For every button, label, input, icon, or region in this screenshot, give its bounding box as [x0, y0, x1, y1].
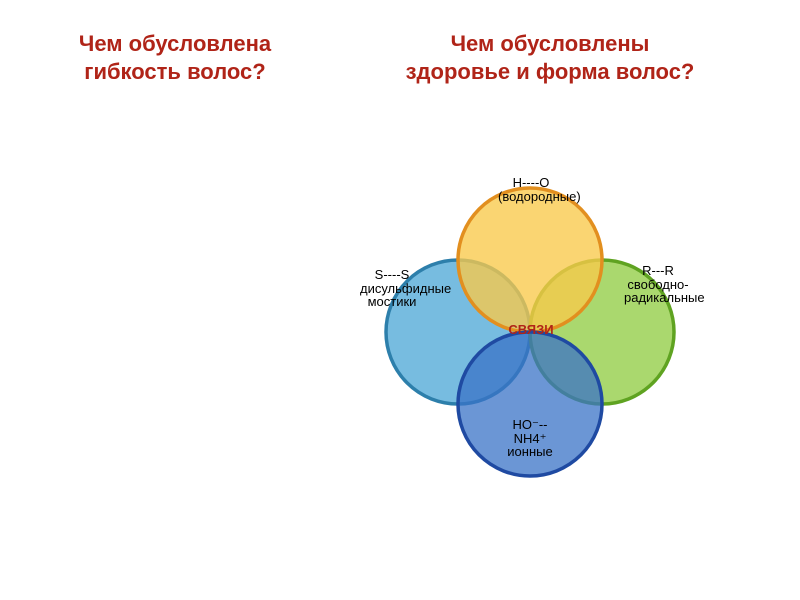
label-left: S----S дисульфидные мостики	[360, 268, 424, 309]
circle-top	[458, 188, 602, 332]
heading-left-text: Чем обусловлена гибкость волос?	[79, 31, 271, 84]
heading-right: Чем обусловлены здоровье и форма волос?	[400, 30, 700, 85]
label-top: H----O (водородные)	[498, 176, 564, 203]
label-top-line2: (водородные)	[498, 189, 581, 204]
label-bottom: HO⁻--NH4⁺ ионные	[498, 418, 562, 459]
label-bottom-line1: HO⁻--NH4⁺	[512, 417, 547, 446]
heading-right-text: Чем обусловлены здоровье и форма волос?	[406, 31, 695, 84]
heading-left: Чем обусловлена гибкость волос?	[45, 30, 305, 85]
venn-center-text: СВЯЗИ	[508, 322, 553, 337]
venn-center-label: СВЯЗИ	[496, 322, 566, 337]
label-right: R---R свободно-радикальные	[624, 264, 692, 305]
label-bottom-line2: ионные	[507, 444, 552, 459]
